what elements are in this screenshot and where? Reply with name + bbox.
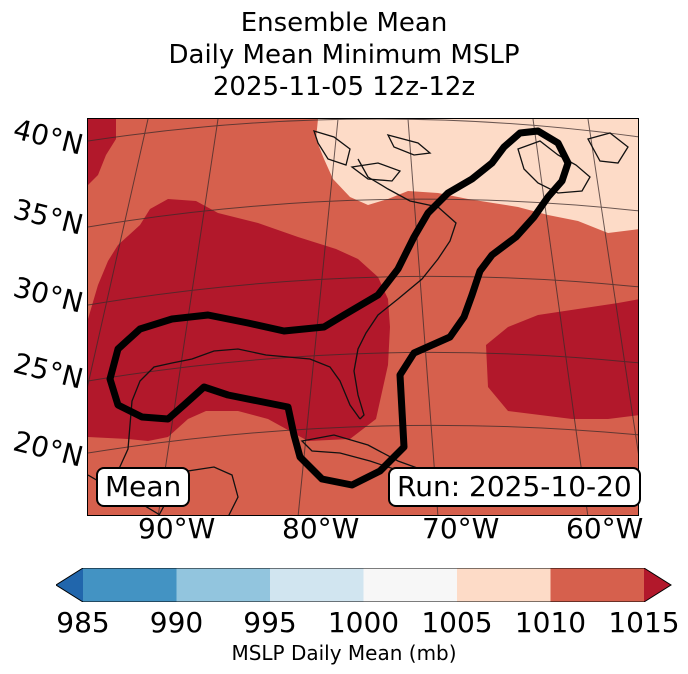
mean-badge: Mean	[96, 467, 191, 507]
parallel-20n	[88, 424, 638, 454]
colorbar	[56, 568, 672, 602]
map-panel	[87, 118, 639, 516]
meridian-55w	[587, 119, 638, 455]
colorbar-tick-1000: 1000	[327, 606, 400, 639]
lat-label-20n: 20°N	[10, 424, 87, 474]
colorbar-tick-990: 990	[149, 606, 204, 639]
coast-newfoundland	[587, 132, 629, 164]
coast-gulf	[101, 348, 361, 504]
parallel-30n	[88, 275, 638, 306]
title-line-1: Ensemble Mean	[240, 8, 448, 38]
black-outline-contour	[106, 127, 572, 489]
coast-great-lakes	[312, 130, 432, 182]
colorbar-under-arrow	[56, 568, 83, 602]
meridian-70w	[407, 119, 439, 515]
coast-maritimes	[517, 140, 591, 194]
meridian-80w	[297, 119, 339, 515]
colorbar-segment-1005-1010	[457, 568, 551, 602]
colorbar-segment-1000-1005	[363, 568, 457, 602]
colorbar-label: MSLP Daily Mean (mb)	[231, 641, 457, 665]
colorbar-tick-1005: 1005	[421, 606, 493, 639]
title-line-3: 2025-11-05 12z-12z	[212, 72, 476, 102]
parallel-40n	[88, 119, 638, 142]
colorbar-tick-985: 985	[56, 606, 110, 639]
lat-label-40n: 40°N	[10, 112, 87, 162]
colorbar-segment-995-1000	[270, 568, 364, 602]
run-date-badge: Run: 2025-10-20	[388, 467, 641, 507]
lon-label-90w: 90°W	[138, 512, 216, 545]
colorbar-segment-1010-1015	[550, 568, 644, 602]
coast-east-us	[353, 158, 457, 420]
lon-label-60w: 60°W	[566, 512, 644, 545]
colorbar-segment-990-995	[176, 568, 270, 602]
lat-label-35n: 35°N	[10, 192, 87, 242]
colorbar-tick-1015: 1015	[608, 606, 680, 639]
colorbar-segment-985-990	[83, 568, 177, 602]
field-above-1015-east	[486, 299, 638, 419]
colorbar-outline	[56, 568, 672, 602]
colorbar-tick-1010: 1010	[514, 606, 587, 639]
map-svg	[88, 119, 638, 515]
colorbar-tick-995: 995	[243, 606, 297, 639]
lon-label-70w: 70°W	[422, 512, 500, 545]
meridian-95w	[88, 119, 149, 387]
lat-label-30n: 30°N	[10, 270, 87, 320]
colorbar-segments	[83, 568, 644, 602]
colorbar-over-arrow	[644, 568, 671, 602]
lat-label-25n: 25°N	[10, 346, 87, 396]
field-above-1015-corner	[88, 119, 116, 185]
parallel-35n	[88, 198, 638, 228]
lon-label-80w: 80°W	[282, 512, 360, 545]
parallel-25n	[88, 351, 638, 382]
title-line-2: Daily Mean Minimum MSLP	[168, 40, 520, 70]
